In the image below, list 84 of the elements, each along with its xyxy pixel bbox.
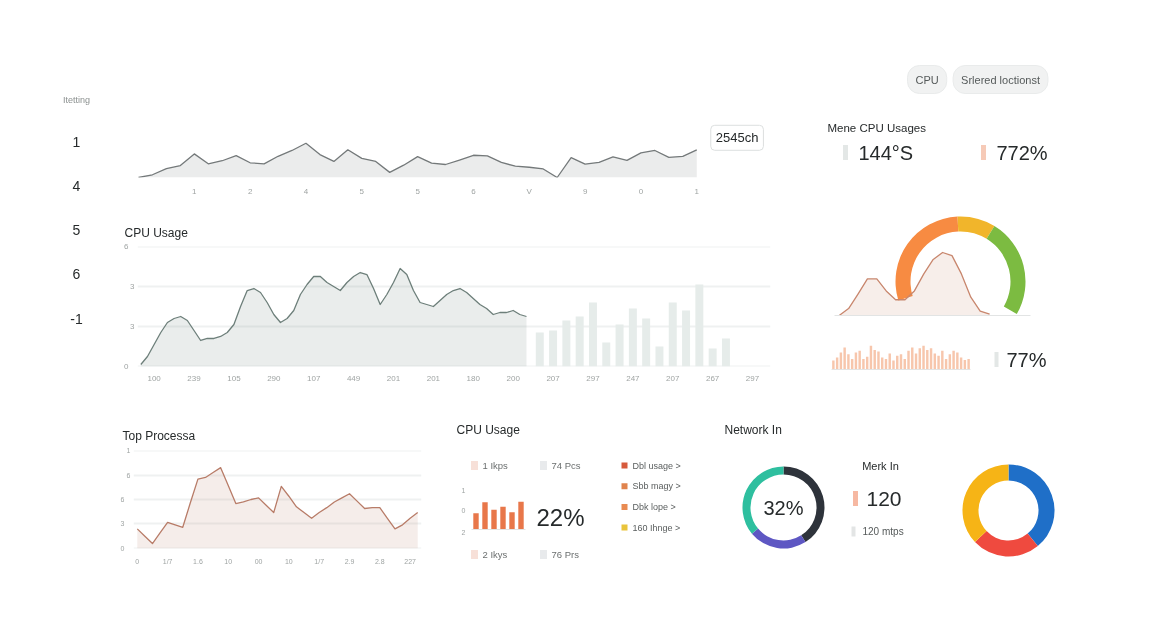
y-tick-label: 0 <box>124 361 130 371</box>
x-tick-label: 180 <box>466 373 481 383</box>
bar <box>549 330 558 367</box>
bar <box>482 502 488 530</box>
bar <box>655 346 664 367</box>
x-tick-label: 100 <box>147 373 162 383</box>
text: Itetting <box>62 94 91 105</box>
bar <box>708 348 717 367</box>
chart-title: Top Processa <box>122 429 196 443</box>
bar <box>858 350 861 370</box>
text: 2545ch <box>715 130 759 146</box>
chart-title: CPU Usage <box>456 422 521 437</box>
category-label: CPU <box>915 73 939 86</box>
text: Merk In <box>862 459 899 472</box>
bar <box>922 345 925 370</box>
text: 32% <box>763 496 804 519</box>
x-tick-label: 2 <box>247 186 253 196</box>
x-tick-label: 1 <box>694 186 700 196</box>
category-label: 5 <box>72 222 81 239</box>
category-label: 74 Pcs <box>551 460 581 471</box>
bar <box>941 350 944 370</box>
text: 3 <box>130 282 136 291</box>
category-label: Srlered loctionst <box>961 73 1040 86</box>
bar <box>873 350 876 370</box>
bar <box>535 332 544 367</box>
bar <box>877 351 880 370</box>
bar <box>967 359 970 370</box>
category-label: Dbl usage > <box>632 460 681 471</box>
bar <box>956 352 959 370</box>
category-label: 144°S <box>858 141 914 164</box>
x-tick-label: V <box>526 186 533 196</box>
text: Mene CPU Usages <box>827 121 927 134</box>
y-tick-label: 6 <box>124 242 130 252</box>
category-label: 160 Ihnge > <box>632 522 681 533</box>
x-tick-label: 239 <box>187 373 202 383</box>
x-tick-label: 201 <box>386 373 401 383</box>
category-label: 772% <box>996 141 1048 164</box>
x-tick-label: 1 <box>192 186 198 196</box>
x-tick-label: 4 <box>303 186 309 196</box>
x-tick-label: 0 <box>638 186 644 196</box>
x-tick-label: 201 <box>426 373 441 383</box>
x-tick-label: 200 <box>506 373 521 383</box>
category-label: 120 <box>866 486 902 510</box>
category-label: 120 mtps <box>862 526 904 537</box>
category-label: 1 <box>72 133 81 150</box>
category-label: Dbk lope > <box>632 501 676 512</box>
x-tick-label: 9 <box>582 186 588 196</box>
x-tick-label: 449 <box>346 373 361 383</box>
x-tick-label: 247 <box>626 373 641 383</box>
bar <box>602 342 611 367</box>
x-tick-label: 5 <box>415 186 421 196</box>
x-tick-label: 5 <box>359 186 365 196</box>
bar <box>952 350 955 370</box>
bar <box>907 350 910 370</box>
text: 3 <box>130 322 136 331</box>
category-label: 6 <box>72 266 81 283</box>
bar <box>721 338 730 367</box>
bar <box>509 512 515 530</box>
x-tick-label: 290 <box>267 373 282 383</box>
category-label: 2 Ikys <box>482 549 508 560</box>
category-label: Sbb magy > <box>632 481 681 492</box>
bar <box>926 350 929 370</box>
category-label: 77% <box>1006 348 1047 371</box>
bar <box>843 347 846 370</box>
bar <box>518 501 524 530</box>
chart-title: CPU Usage <box>124 225 189 240</box>
bar <box>473 513 479 530</box>
x-tick-label: 105 <box>227 373 242 383</box>
x-tick-label: 207 <box>666 373 680 383</box>
x-tick-label: 6 <box>471 186 477 196</box>
x-tick-label: 267 <box>705 373 720 383</box>
bar <box>500 506 506 530</box>
bar <box>491 509 497 530</box>
category-label: -1 <box>70 310 83 327</box>
x-tick-label: 297 <box>586 373 601 383</box>
chart-title: Network In <box>724 422 782 437</box>
category-label: 76 Prs <box>551 549 580 560</box>
bar <box>937 355 940 370</box>
bar <box>832 360 835 370</box>
x-tick-label: 107 <box>307 373 321 383</box>
x-tick-label: 207 <box>546 373 561 383</box>
x-tick-label: 297 <box>745 373 760 383</box>
category-label: 1 Ikps <box>482 460 509 471</box>
text: 22% <box>536 504 585 531</box>
